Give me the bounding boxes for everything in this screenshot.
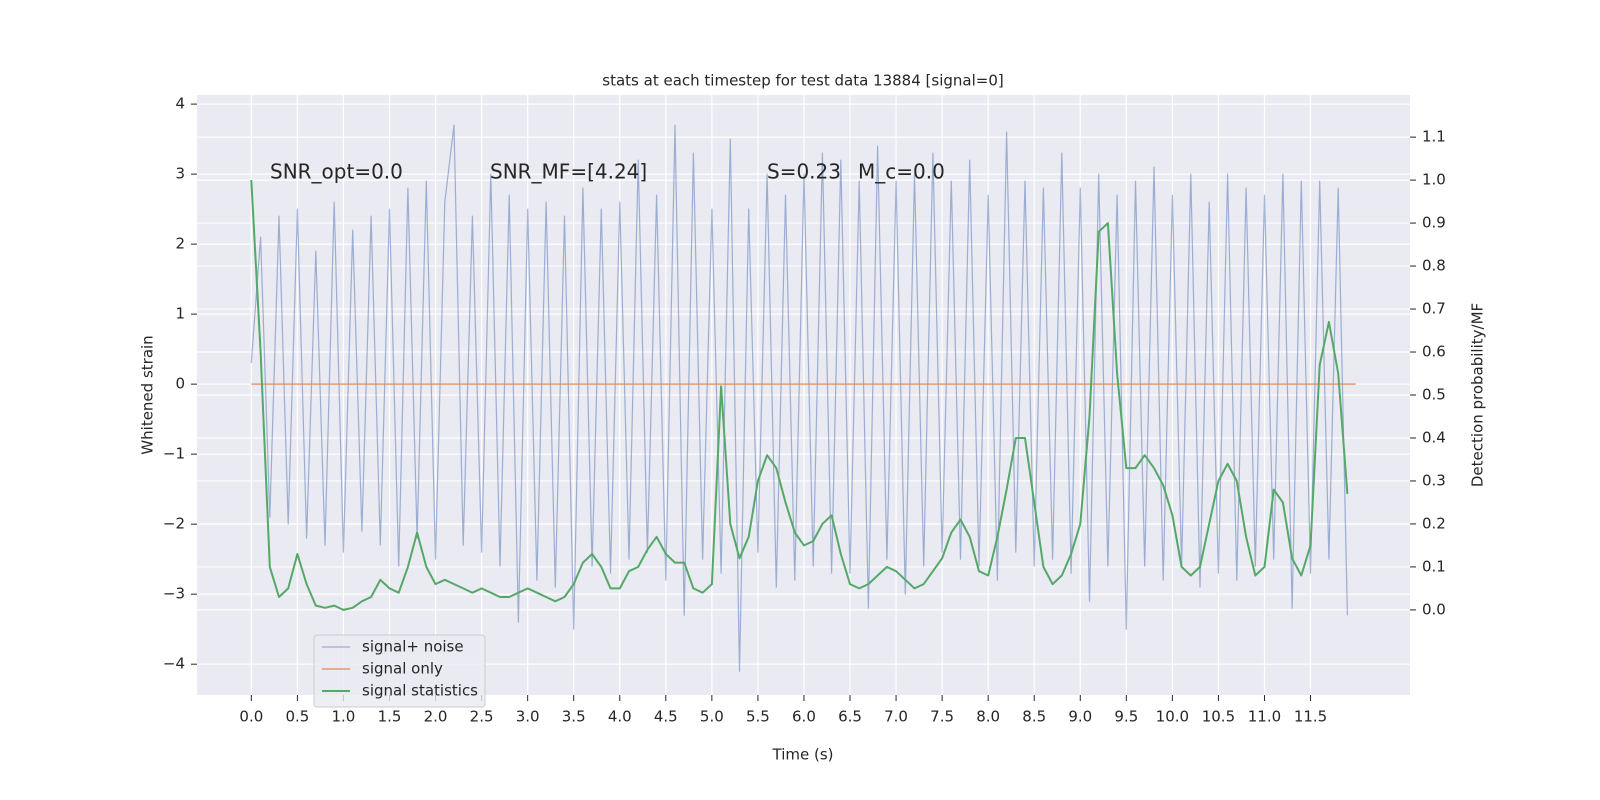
x-tick-label: 0.5 <box>285 708 309 726</box>
series-line <box>250 124 1348 672</box>
chart-title: stats at each timestep for test data 138… <box>602 72 1003 90</box>
y2-tick-label: 0.8 <box>1422 257 1446 275</box>
y2-tick-label: 0.5 <box>1422 386 1446 404</box>
annotation: SNR_opt=0.0 <box>270 160 403 184</box>
y2-tick-label: 0.1 <box>1422 557 1446 575</box>
x-tick-label: 3.0 <box>516 708 540 726</box>
y2-tick-label: 0.6 <box>1422 343 1446 361</box>
legend-label: signal only <box>362 660 443 678</box>
y-tick-label: 2 <box>175 235 185 253</box>
y-tick-label: −3 <box>163 585 185 603</box>
y-tick-label: −4 <box>163 655 185 673</box>
x-tick-label: 7.0 <box>884 708 908 726</box>
legend: signal+ noise signal only signal statistic… <box>313 634 486 708</box>
y-axis-label: Whitened strain <box>139 335 157 454</box>
annotation: S=0.23 <box>767 160 841 184</box>
x-tick-label: 1.5 <box>378 708 402 726</box>
y-tick-label: 3 <box>175 165 185 183</box>
y2-tick-label: 0.4 <box>1422 428 1446 446</box>
x-tick-label: 1.0 <box>332 708 356 726</box>
x-tick-label: 10.0 <box>1156 708 1189 726</box>
x-tick-label: 9.0 <box>1068 708 1092 726</box>
x-tick-label: 5.0 <box>700 708 724 726</box>
x-tick-label: 6.0 <box>792 708 816 726</box>
x-tick-label: 2.5 <box>470 708 494 726</box>
x-tick-label: 6.5 <box>838 708 862 726</box>
y-tick-label: 4 <box>175 95 185 113</box>
x-tick-label: 7.5 <box>930 708 954 726</box>
x-tick-label: 5.5 <box>746 708 770 726</box>
x-tick-label: 4.5 <box>654 708 678 726</box>
annotation: SNR_MF=[4.24] <box>490 160 647 184</box>
x-tick-label: 0.0 <box>239 708 263 726</box>
x-tick-label: 11.5 <box>1294 708 1327 726</box>
y2-tick-label: 1.0 <box>1422 171 1446 189</box>
x-tick-label: 4.0 <box>608 708 632 726</box>
x-tick-label: 11.0 <box>1248 708 1281 726</box>
x-tick-label: 10.5 <box>1202 708 1235 726</box>
y2-tick-label: 0.2 <box>1422 514 1446 532</box>
x-axis-label: Time (s) <box>772 746 834 764</box>
x-tick-label: 8.0 <box>976 708 1000 726</box>
series-line <box>250 180 1349 611</box>
y-tick-label: 1 <box>175 305 185 323</box>
y2-tick-label: 0.9 <box>1422 214 1446 232</box>
x-tick-label: 3.5 <box>562 708 586 726</box>
legend-label: signal statistics <box>362 682 478 700</box>
legend-label: signal+ noise <box>362 638 464 656</box>
y2-axis-label: Detection probability/MF <box>1469 303 1487 487</box>
x-tick-label: 9.5 <box>1114 708 1138 726</box>
y2-tick-label: 0.3 <box>1422 471 1446 489</box>
y-tick-label: −1 <box>163 445 185 463</box>
y-tick-label: 0 <box>175 375 185 393</box>
annotation: M_c=0.0 <box>858 160 945 184</box>
y2-tick-label: 0.7 <box>1422 300 1446 318</box>
x-tick-label: 8.5 <box>1022 708 1046 726</box>
y2-tick-label: 0.0 <box>1422 600 1446 618</box>
y-tick-label: −2 <box>163 515 185 533</box>
y2-tick-label: 1.1 <box>1422 128 1446 146</box>
x-tick-label: 2.0 <box>424 708 448 726</box>
legend-box <box>313 634 486 708</box>
